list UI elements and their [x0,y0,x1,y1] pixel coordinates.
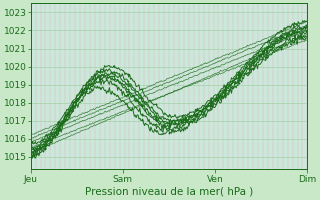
X-axis label: Pression niveau de la mer( hPa ): Pression niveau de la mer( hPa ) [85,187,253,197]
